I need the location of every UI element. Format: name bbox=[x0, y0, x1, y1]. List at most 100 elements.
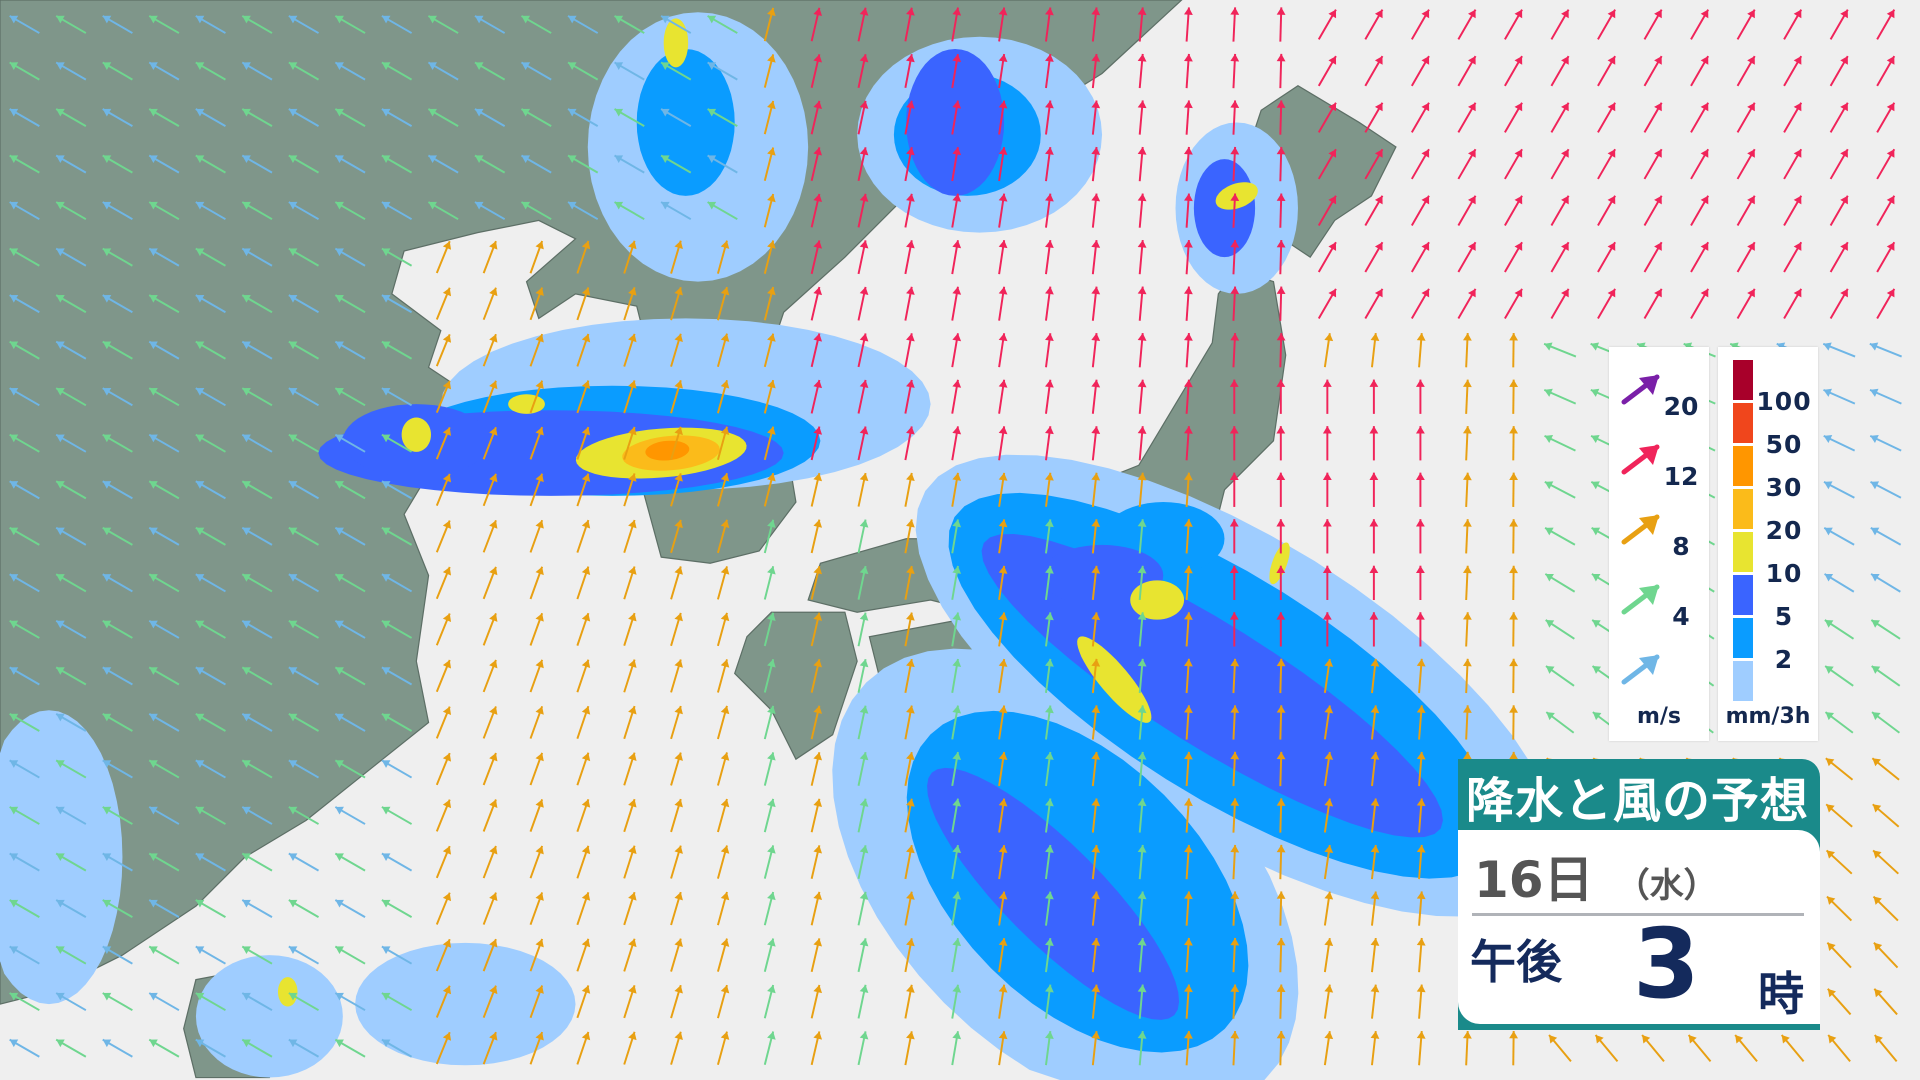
wind-arrow bbox=[904, 984, 915, 1019]
wind-arrow bbox=[1184, 426, 1193, 461]
wind-arrow bbox=[1870, 481, 1902, 499]
wind-arrow bbox=[288, 759, 320, 779]
wind-arrow bbox=[1783, 241, 1803, 273]
wind-arrow bbox=[857, 752, 869, 786]
wind-arrow bbox=[102, 247, 133, 267]
wind-arrow bbox=[1091, 984, 1101, 1019]
wind-arrow bbox=[1091, 100, 1101, 135]
wind-arrow bbox=[241, 433, 273, 453]
wind-arrow bbox=[1643, 241, 1663, 273]
wind-arrow bbox=[670, 984, 683, 1019]
wind-arrow bbox=[241, 806, 273, 825]
wind-arrow bbox=[334, 899, 366, 918]
wind-arrow bbox=[1276, 333, 1286, 368]
wind-arrow bbox=[334, 154, 366, 174]
precip-area bbox=[1077, 636, 1152, 723]
wind-arrow bbox=[520, 154, 552, 174]
wind-arrow bbox=[1091, 53, 1101, 89]
wind-arrow bbox=[288, 247, 320, 267]
wind-arrow bbox=[381, 899, 413, 918]
wind-arrow bbox=[241, 852, 273, 872]
wind-arrow bbox=[1873, 941, 1899, 969]
wind-arrow bbox=[148, 852, 180, 872]
wind-arrow bbox=[1690, 9, 1710, 40]
wind-arrow bbox=[998, 705, 1008, 740]
wind-arrow bbox=[623, 240, 637, 274]
wind-arrow bbox=[857, 984, 869, 1019]
wind-arrow bbox=[1829, 102, 1849, 133]
wind-arrow bbox=[9, 713, 40, 732]
wind-arrow bbox=[529, 892, 544, 926]
precip-swatch bbox=[1733, 532, 1753, 572]
wind-arrow bbox=[1369, 565, 1379, 600]
wind-arrow bbox=[529, 845, 544, 879]
wind-arrow bbox=[334, 619, 366, 639]
wind-speed-legend: 20 12 8 4 m/s bbox=[1609, 347, 1709, 741]
wind-arrow bbox=[334, 945, 366, 965]
wind-arrow bbox=[148, 201, 180, 221]
wind-arrow bbox=[1509, 658, 1519, 694]
wind-arrow bbox=[427, 154, 459, 174]
wind-arrow bbox=[55, 852, 87, 872]
wind-arrow bbox=[810, 379, 823, 414]
wind-arrow bbox=[435, 287, 452, 320]
wind-arrow bbox=[288, 666, 320, 686]
wind-arrow bbox=[474, 15, 506, 34]
wind-arrow bbox=[904, 565, 915, 600]
wind-arrow bbox=[904, 286, 915, 321]
wind-arrow bbox=[951, 938, 962, 973]
wind-arrow bbox=[334, 759, 366, 779]
wind-arrow bbox=[529, 799, 544, 832]
wind-arrow bbox=[763, 193, 776, 228]
wind-arrow bbox=[670, 705, 683, 740]
wind-arrow bbox=[195, 1038, 226, 1058]
wind-legend-arrow bbox=[1621, 654, 1660, 685]
wind-arrow bbox=[660, 108, 692, 127]
precip-swatch bbox=[1733, 661, 1753, 701]
wind-arrow bbox=[576, 938, 591, 972]
wind-arrow bbox=[482, 566, 498, 600]
wind-arrow bbox=[1876, 148, 1896, 180]
precip-unit: mm/3h bbox=[1725, 704, 1811, 729]
wind-arrow bbox=[288, 526, 320, 546]
wind-arrow bbox=[810, 333, 823, 368]
wind-arrow bbox=[148, 992, 180, 1012]
wind-arrow bbox=[9, 526, 40, 546]
wind-arrow bbox=[381, 666, 413, 686]
precip-area bbox=[195, 955, 343, 1078]
wind-arrow bbox=[1091, 472, 1101, 507]
wind-arrow bbox=[482, 333, 498, 367]
wind-arrow bbox=[707, 15, 738, 34]
wind-arrow bbox=[763, 100, 776, 135]
wind-arrow bbox=[241, 899, 273, 918]
wind-arrow bbox=[195, 201, 226, 221]
wind-arrow bbox=[482, 287, 498, 321]
wind-arrow bbox=[1276, 426, 1286, 461]
wind-arrow bbox=[529, 287, 544, 321]
wind-arrow bbox=[241, 154, 273, 174]
wind-arrow bbox=[614, 154, 645, 174]
wind-arrow bbox=[381, 480, 413, 500]
wind-arrow bbox=[288, 480, 320, 500]
wind-arrow bbox=[998, 472, 1008, 507]
wind-arrow bbox=[1462, 426, 1472, 461]
wind-arrow bbox=[810, 752, 823, 786]
wind-arrow bbox=[1045, 565, 1054, 600]
wind-arrow bbox=[381, 201, 413, 221]
wind-arrow bbox=[195, 666, 226, 686]
wind-arrow bbox=[1276, 937, 1286, 973]
wind-arrow bbox=[1323, 333, 1334, 368]
wind-arrow bbox=[288, 992, 320, 1012]
wind-arrow bbox=[334, 1038, 366, 1058]
wind-arrow bbox=[195, 294, 226, 314]
wind-arrow bbox=[1317, 9, 1337, 40]
wind-arrow bbox=[998, 1031, 1008, 1066]
wind-arrow bbox=[1827, 1034, 1851, 1062]
wind-arrow bbox=[857, 938, 869, 973]
wind-arrow bbox=[1091, 1031, 1101, 1066]
wind-arrow bbox=[1876, 241, 1896, 273]
wind-arrow bbox=[148, 61, 180, 81]
wind-arrow bbox=[102, 340, 133, 360]
wind-arrow bbox=[810, 798, 823, 833]
wind-arrow bbox=[102, 992, 133, 1012]
